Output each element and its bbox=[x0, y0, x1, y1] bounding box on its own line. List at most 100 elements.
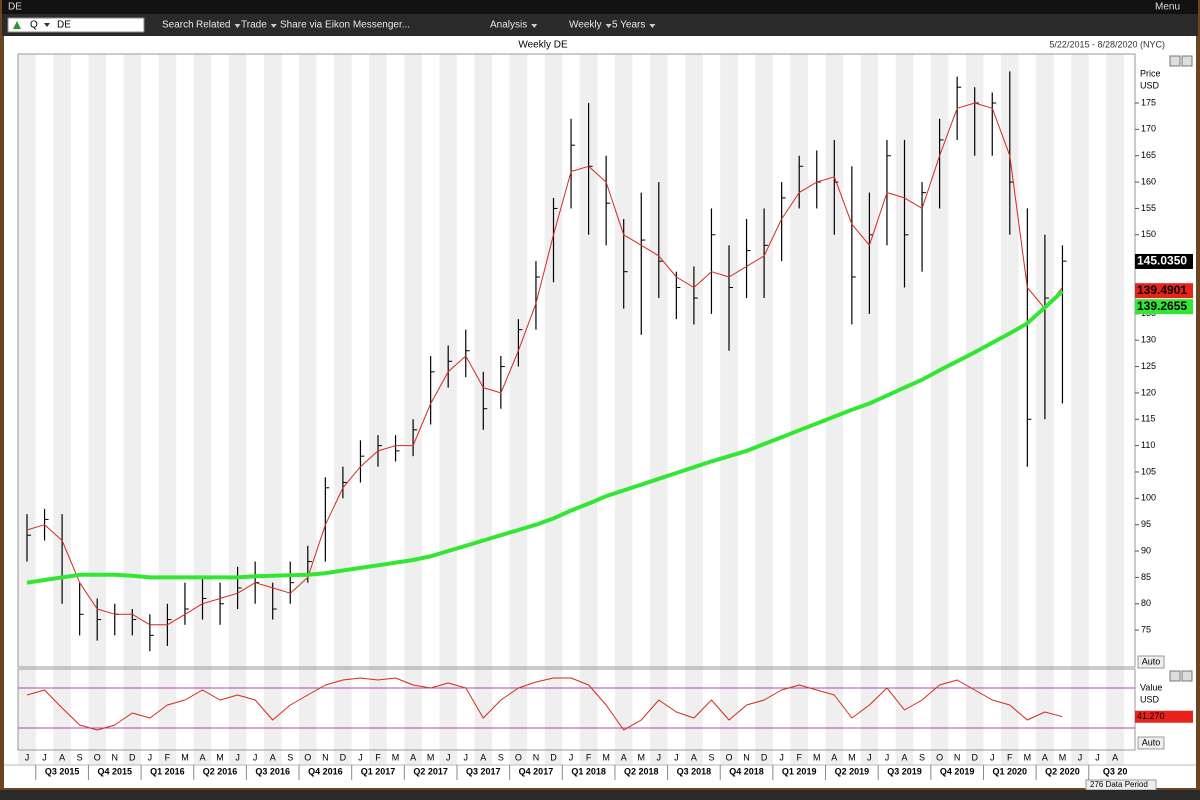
month-band bbox=[650, 54, 668, 765]
x-tick-label: M bbox=[181, 752, 189, 762]
y-tick-label: 85 bbox=[1141, 572, 1151, 582]
month-band bbox=[825, 54, 844, 765]
x-tick-label: O bbox=[936, 752, 943, 762]
dropdown-icon bbox=[44, 23, 50, 27]
toolbar-item[interactable]: Weekly bbox=[569, 20, 602, 31]
month-band bbox=[1106, 54, 1124, 765]
x-tick-label: J bbox=[253, 752, 258, 762]
toolbar-item[interactable]: Trade bbox=[241, 20, 267, 31]
month-band bbox=[755, 54, 773, 765]
x-tick-label: A bbox=[410, 752, 416, 762]
symbol-text[interactable]: DE bbox=[57, 20, 71, 31]
x-tick-label: O bbox=[304, 752, 311, 762]
y-tick-label: 105 bbox=[1141, 466, 1156, 476]
x-tick-label: S bbox=[287, 752, 293, 762]
panel-min[interactable] bbox=[1169, 55, 1181, 67]
lower-auto-label[interactable]: Auto bbox=[1142, 737, 1161, 747]
lower-min[interactable] bbox=[1169, 670, 1181, 682]
quarter-label: Q3 2018 bbox=[677, 766, 712, 776]
dropdown-icon bbox=[270, 24, 277, 28]
x-tick-label: M bbox=[216, 752, 224, 762]
toolbar-item[interactable]: Related bbox=[196, 20, 230, 31]
value-tag bbox=[1135, 710, 1193, 723]
x-tick-label: A bbox=[621, 752, 627, 762]
price-tag bbox=[1135, 283, 1193, 299]
x-tick-label: S bbox=[708, 752, 714, 762]
quarter-label: Q4 2019 bbox=[940, 766, 975, 776]
month-band bbox=[88, 54, 106, 765]
price-tag bbox=[1135, 299, 1193, 315]
x-tick-label: S bbox=[498, 752, 504, 762]
price-panel bbox=[17, 53, 1136, 668]
quarter-label: Q3 2017 bbox=[466, 766, 501, 776]
lower-y-unit: USD bbox=[1140, 694, 1160, 704]
x-tick-label: N bbox=[533, 752, 540, 762]
lower-auto-button[interactable] bbox=[1137, 736, 1165, 750]
auto-label[interactable]: Auto bbox=[1142, 656, 1161, 666]
month-band bbox=[895, 54, 914, 765]
moving-average bbox=[26, 289, 1064, 585]
auto-button[interactable] bbox=[1137, 655, 1165, 669]
price-tag-label: 139.4901 bbox=[1137, 283, 1187, 297]
x-tick-label: J bbox=[867, 752, 872, 762]
x-tick-label: J bbox=[446, 752, 451, 762]
y-tick-label: 75 bbox=[1141, 624, 1151, 634]
date-range: 5/22/2015 - 8/28/2020 (NYC) bbox=[1049, 39, 1165, 49]
x-tick-label: A bbox=[480, 752, 486, 762]
x-tick-label: A bbox=[831, 752, 837, 762]
symbol-input[interactable] bbox=[7, 17, 145, 33]
moving-average bbox=[26, 102, 1063, 626]
quarter-label: Q2 2016 bbox=[203, 766, 238, 776]
month-band bbox=[685, 54, 703, 765]
month-band bbox=[614, 54, 633, 765]
quarter-label: Q4 2016 bbox=[308, 766, 343, 776]
quarter-label: Q1 2016 bbox=[150, 766, 185, 776]
quarter-label: Q3 2016 bbox=[255, 766, 290, 776]
dropdown-icon bbox=[234, 24, 241, 28]
quarter-label: Q2 2017 bbox=[413, 766, 448, 776]
x-tick-label: M bbox=[1024, 752, 1032, 762]
x-tick-label: M bbox=[813, 752, 821, 762]
month-band bbox=[18, 54, 36, 765]
x-tick-label: N bbox=[322, 752, 329, 762]
x-tick-label: A bbox=[199, 752, 205, 762]
x-tick-label: J bbox=[25, 752, 30, 762]
quarter-label: Q3 20 bbox=[1103, 766, 1128, 776]
x-tick-label: A bbox=[1042, 752, 1048, 762]
x-tick-label: M bbox=[1059, 752, 1067, 762]
x-tick-label: O bbox=[725, 752, 732, 762]
bottom-bar bbox=[0, 790, 1200, 800]
month-band bbox=[790, 54, 808, 765]
quarter-label: Q4 2017 bbox=[519, 766, 554, 776]
toolbar-item[interactable]: Search bbox=[162, 20, 194, 31]
x-tick-label: M bbox=[602, 752, 610, 762]
status-text: 276 Data Period bbox=[1090, 780, 1148, 789]
lower-y-label: Value bbox=[1140, 682, 1162, 692]
y-tick-label: 90 bbox=[1141, 545, 1151, 555]
x-tick-label: J bbox=[779, 752, 784, 762]
month-bands bbox=[18, 54, 1124, 765]
x-tick-label: O bbox=[94, 752, 101, 762]
lower-close[interactable] bbox=[1181, 670, 1193, 682]
menu-button[interactable]: Menu bbox=[1155, 2, 1180, 13]
x-tick-label: J bbox=[235, 752, 240, 762]
chart-title: Weekly DE bbox=[518, 40, 568, 51]
q-button[interactable]: Q bbox=[30, 20, 38, 31]
y-tick-label: 170 bbox=[1141, 124, 1156, 134]
x-tick-label: D bbox=[550, 752, 557, 762]
toolbar-item[interactable]: Analysis bbox=[490, 20, 527, 31]
y-tick-label: 110 bbox=[1141, 440, 1155, 450]
x-tick-label: M bbox=[638, 752, 646, 762]
toolbar-item[interactable]: 5 Years bbox=[612, 20, 645, 31]
month-band bbox=[404, 54, 422, 765]
x-tick-label: N bbox=[743, 752, 750, 762]
panel-close[interactable] bbox=[1181, 55, 1193, 67]
month-band bbox=[123, 54, 142, 765]
y-tick-label: 120 bbox=[1141, 387, 1156, 397]
toolbar-item[interactable]: Share via Eikon Messenger... bbox=[280, 20, 410, 31]
y-tick-label: 115 bbox=[1141, 414, 1155, 424]
x-tick-label: A bbox=[901, 752, 907, 762]
y-tick-label: 165 bbox=[1141, 150, 1156, 160]
x-tick-label: J bbox=[1078, 752, 1083, 762]
